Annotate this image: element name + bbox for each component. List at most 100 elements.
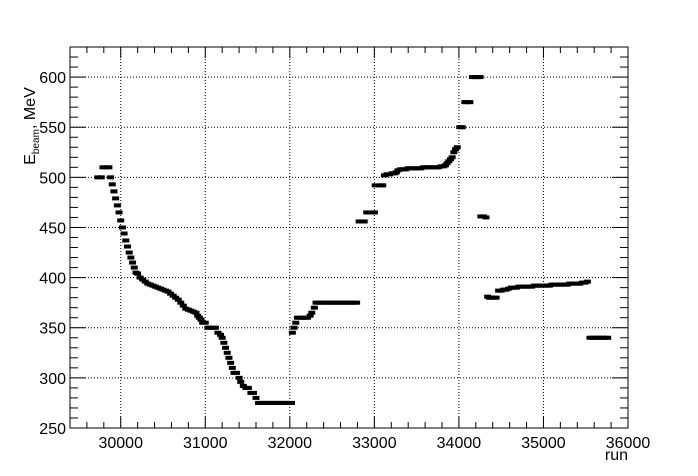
data-point <box>583 279 591 284</box>
data-point <box>233 370 241 375</box>
data-point <box>353 300 361 305</box>
data-point <box>211 325 219 330</box>
data-point <box>476 75 484 80</box>
data-point <box>392 170 400 175</box>
data-point <box>450 150 458 155</box>
data-point <box>136 275 144 280</box>
data-point <box>105 165 113 170</box>
data-point <box>118 225 126 230</box>
data-point <box>164 289 172 294</box>
y-axis-title-main: E <box>22 154 39 165</box>
y-tick-labels: 250 300 350 400 450 500 550 600 <box>39 70 66 438</box>
data-point <box>304 315 312 320</box>
data-point <box>466 100 474 105</box>
data-point <box>452 147 460 152</box>
data-point <box>117 218 125 223</box>
data-point <box>216 332 224 337</box>
data-point <box>310 305 318 310</box>
grid-lines <box>70 47 628 428</box>
x-tick-labels: 30000 31000 32000 33000 34000 35000 36000 <box>98 435 650 452</box>
data-point <box>115 210 123 215</box>
data-point <box>120 231 128 236</box>
x-tick-label: 32000 <box>268 435 313 452</box>
data-point <box>445 159 453 164</box>
data-point <box>252 395 260 400</box>
data-point <box>235 375 243 380</box>
data-point <box>97 175 105 180</box>
x-tick-label: 30000 <box>98 435 143 452</box>
data-point <box>112 196 120 201</box>
x-tick-label: 36000 <box>606 435 651 452</box>
data-point <box>218 335 226 340</box>
data-point <box>172 295 180 300</box>
data-point <box>604 335 612 340</box>
data-point <box>192 310 200 315</box>
data-point <box>197 317 205 322</box>
data-point <box>108 182 116 187</box>
data-point <box>441 163 449 168</box>
x-tick-label: 35000 <box>521 435 566 452</box>
data-point <box>458 125 466 130</box>
data-point <box>169 293 177 298</box>
data-point <box>141 279 149 284</box>
y-tick-label: 450 <box>39 220 66 237</box>
data-point <box>139 277 147 282</box>
data-points <box>94 75 612 405</box>
data-point <box>446 157 454 162</box>
data-point <box>122 238 130 243</box>
data-point <box>129 260 137 265</box>
data-point <box>288 400 296 405</box>
data-point <box>227 360 235 365</box>
data-point <box>174 297 182 302</box>
data-point <box>214 330 222 335</box>
data-point <box>492 295 500 300</box>
y-tick-label: 400 <box>39 271 66 288</box>
data-point <box>220 340 228 345</box>
data-point <box>177 300 185 305</box>
data-point <box>110 189 118 194</box>
data-point <box>244 385 252 390</box>
y-tick-label: 300 <box>39 371 66 388</box>
data-point <box>222 345 230 350</box>
x-tick-label: 31000 <box>183 435 228 452</box>
x-tick-label: 33000 <box>352 435 397 452</box>
y-tick-label: 500 <box>39 170 66 187</box>
y-tick-label: 250 <box>39 421 66 438</box>
data-point <box>443 161 451 166</box>
y-tick-label: 550 <box>39 120 66 137</box>
data-point <box>448 155 456 160</box>
data-point <box>237 379 245 384</box>
data-point <box>306 313 314 318</box>
data-point <box>249 390 257 395</box>
data-point <box>113 203 121 208</box>
data-point <box>194 313 202 318</box>
y-tick-label: 600 <box>39 70 66 87</box>
data-point <box>482 215 490 220</box>
data-point <box>130 265 138 270</box>
data-point <box>123 244 131 249</box>
data-point <box>371 183 379 188</box>
data-point <box>134 271 142 276</box>
y-axis-title: Ebeam, MeV <box>22 87 42 165</box>
data-point <box>201 320 209 325</box>
data-point <box>360 219 368 224</box>
data-point <box>308 310 316 315</box>
data-point <box>228 365 236 370</box>
data-point <box>195 315 203 320</box>
data-point <box>292 320 300 325</box>
data-point <box>127 255 135 260</box>
x-tick-label: 34000 <box>437 435 482 452</box>
y-axis-title-unit: , MeV <box>22 87 39 129</box>
data-point <box>290 325 298 330</box>
data-point <box>370 210 378 215</box>
data-point <box>239 383 247 388</box>
axis-ticks <box>69 46 629 429</box>
data-point <box>288 330 296 335</box>
y-tick-label: 350 <box>39 321 66 338</box>
data-point <box>179 303 187 308</box>
x-axis-title: run <box>605 447 628 464</box>
data-point <box>453 145 461 150</box>
data-point <box>125 250 133 255</box>
